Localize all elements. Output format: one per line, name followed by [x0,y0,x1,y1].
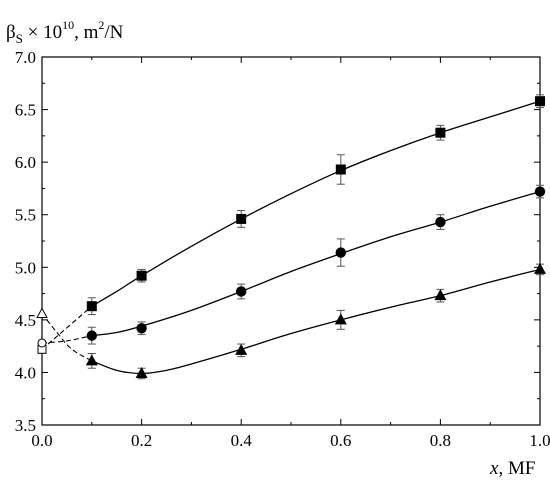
data-markers [36,96,546,378]
series-triangle-extrapolation [41,313,93,362]
square-marker [236,213,247,224]
circle-marker [236,286,247,297]
square-marker [335,164,346,175]
circle-marker [534,186,546,197]
y-tick-label: 5.0 [15,258,36,277]
x-tick-label: 0.8 [430,431,451,450]
triangle-marker [85,354,98,366]
x-tick-label: 0.6 [330,431,351,450]
triangle-marker [135,366,148,378]
y-tick-label: 4.5 [15,311,36,330]
series-curves [91,100,541,375]
x-tick-label: 0.0 [31,431,52,450]
series-circle-line [91,190,541,337]
y-axis-title: βS × 1010, m2/N [6,18,124,46]
x-tick-label: 1.0 [529,431,550,450]
open-triangle-marker [36,307,48,319]
square-marker [535,96,545,107]
y-tick-label: 6.0 [15,153,36,172]
x-tick-label: 0.4 [231,431,253,450]
x-axis-title: x, MF [489,458,535,479]
x-tick-label: 0.2 [131,431,152,450]
triangle-marker [235,343,248,355]
y-tick-label: 3.5 [15,416,36,435]
circle-marker [86,330,98,341]
square-marker [136,270,147,281]
series-square-line [91,100,541,307]
y-tick-label: 5.5 [15,206,36,225]
open-circle-marker [37,338,47,348]
square-marker [86,301,97,312]
triangle-marker [534,262,546,274]
y-tick-label: 4.0 [15,363,36,382]
y-tick-label: 6.5 [15,101,36,120]
circle-marker [136,323,147,334]
circle-marker [435,216,446,228]
circle-marker [335,247,346,258]
series-square-extrapolation [41,305,93,350]
extrapolation-lines [41,305,93,362]
triangle-marker [334,313,347,325]
triangle-marker [434,289,447,301]
error-bars [87,94,544,380]
axes: 3.5 4.0 4.5 5.0 5.5 6.0 6.5 7.0 0.0 0.2 0.4 0.6 0.8 1… [15,48,550,450]
series-circle-extrapolation [41,335,92,344]
square-marker [435,127,446,138]
y-tick-label: 7.0 [15,48,36,67]
